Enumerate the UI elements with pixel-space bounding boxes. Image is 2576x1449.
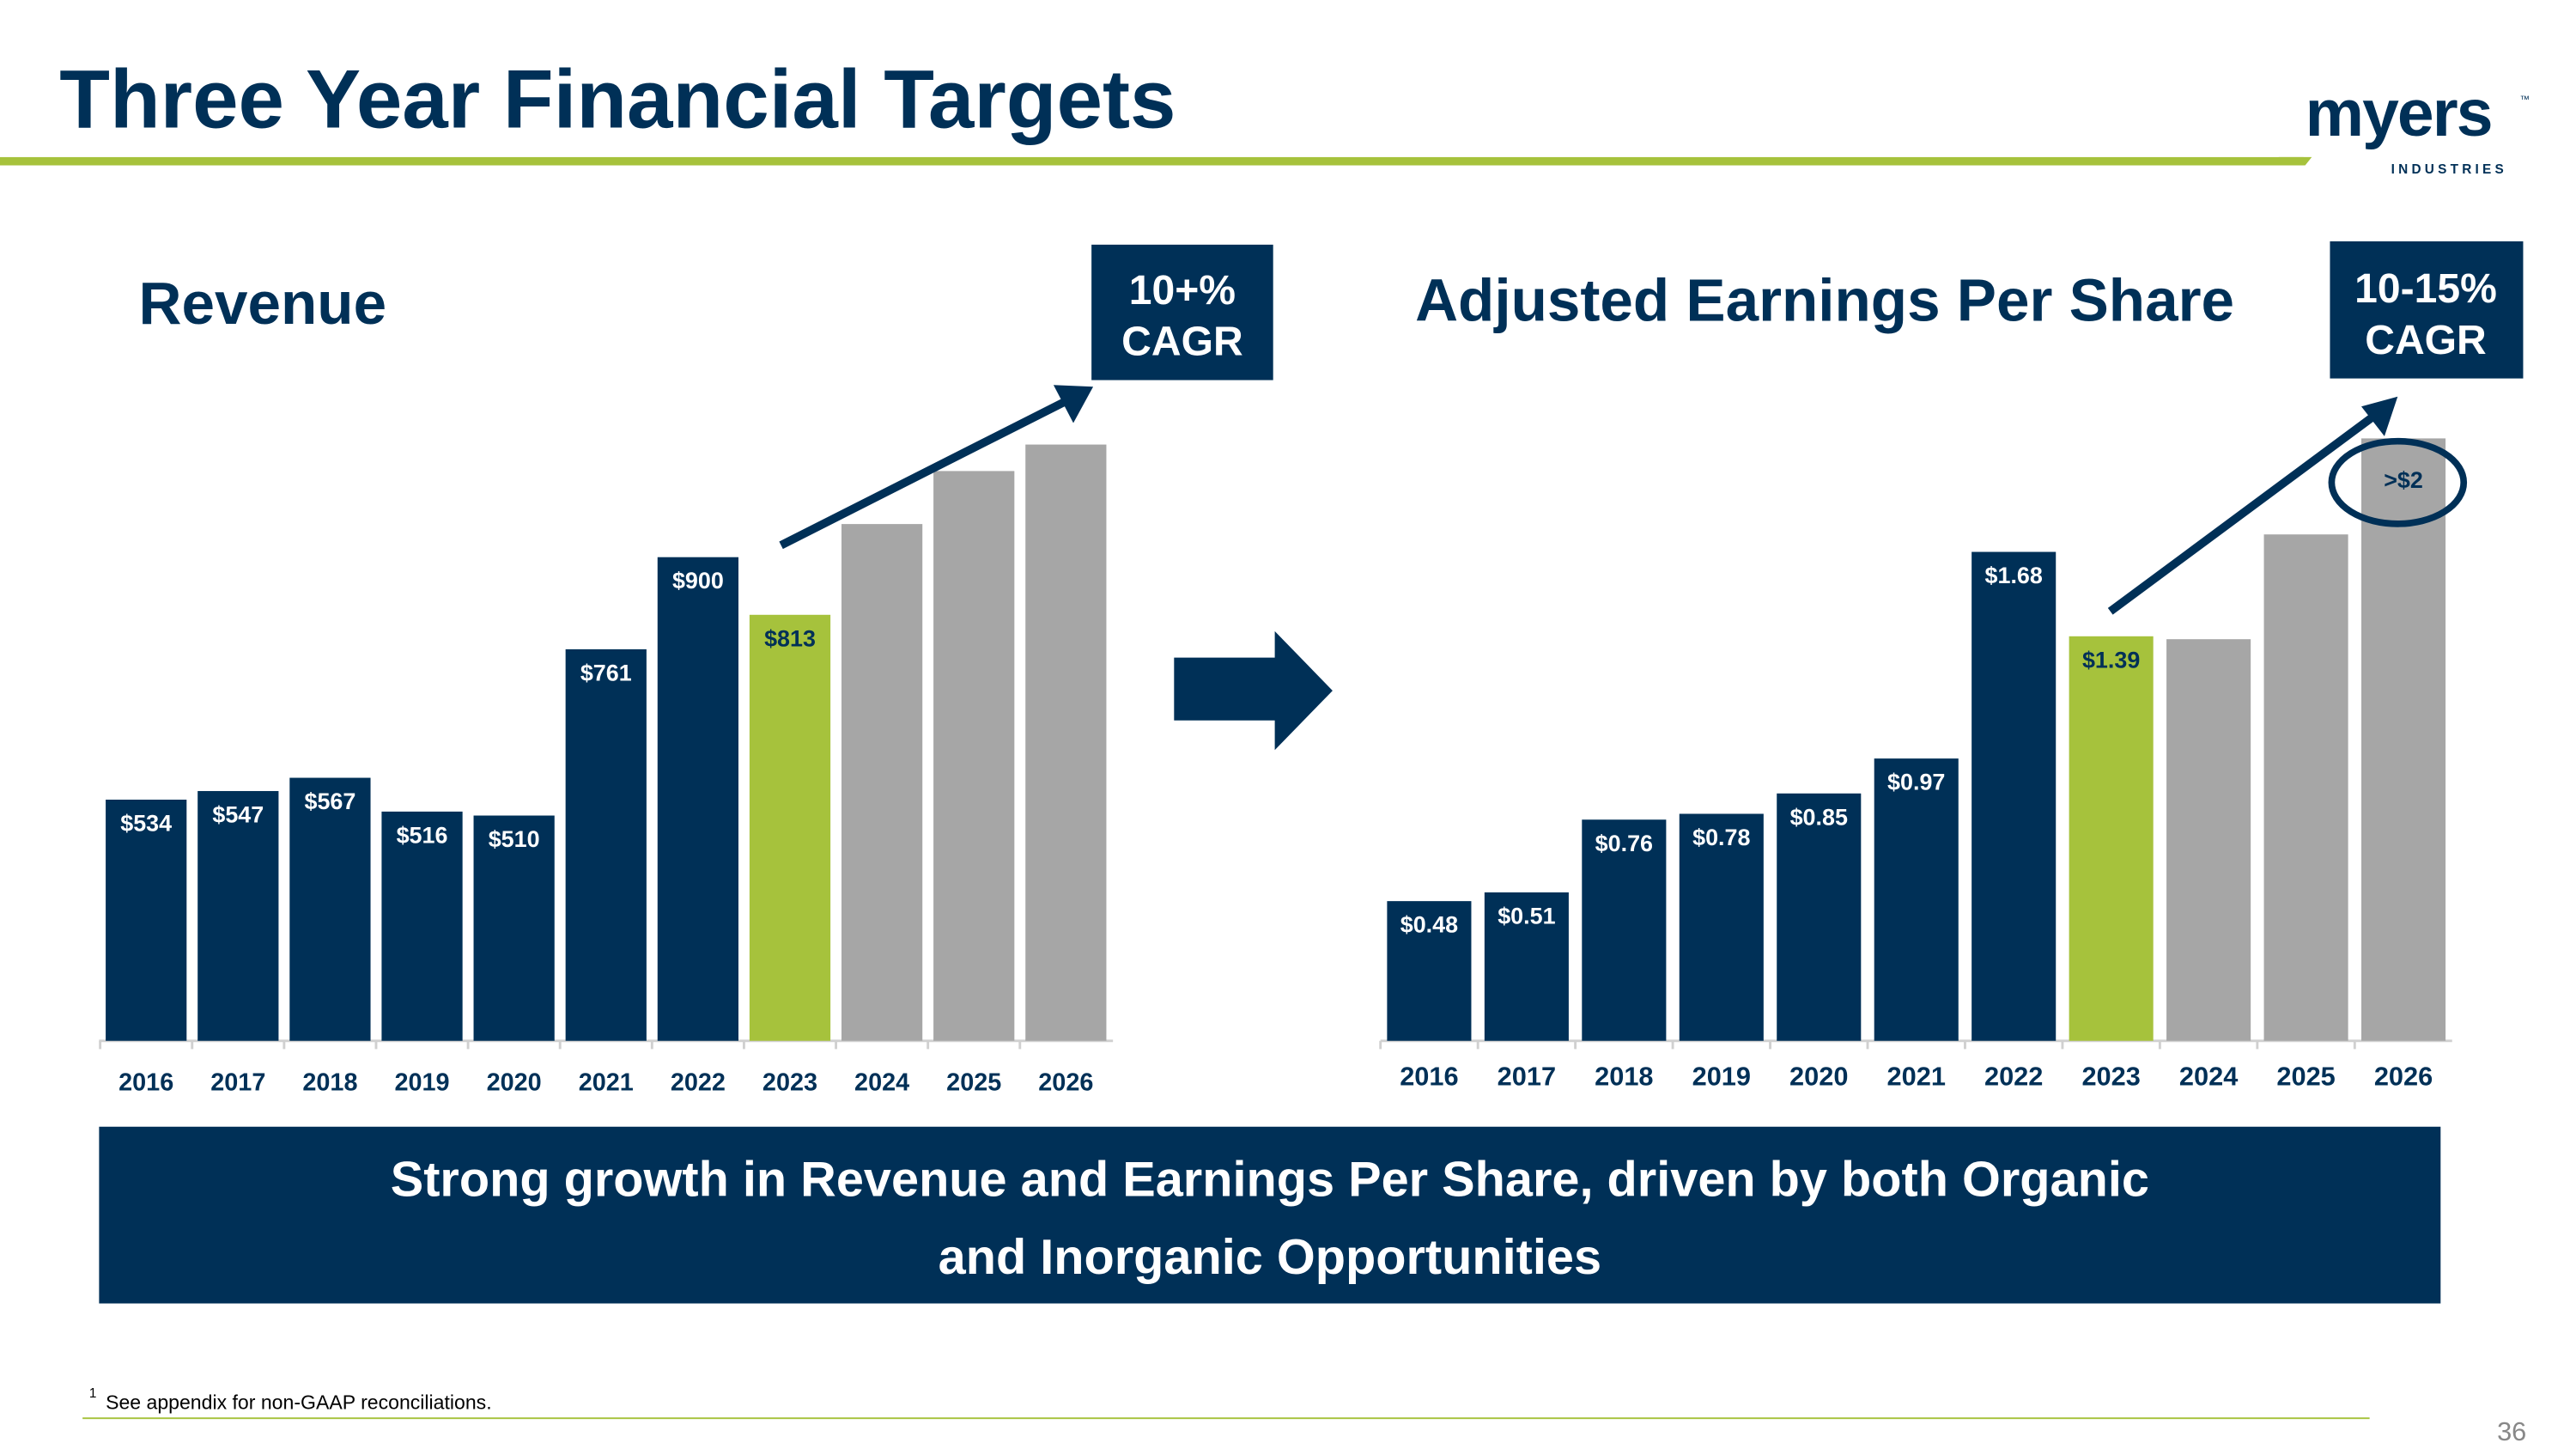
revenue-cagr-label: CAGR [1121,319,1243,365]
bar-2019 [381,811,463,1041]
eps-cagr-label: CAGR [2365,317,2487,363]
revenue-trend-arrow [779,385,1094,550]
bar-2022 [657,557,738,1041]
x-tick-label: 2024 [854,1068,909,1096]
eps-chart: $0.48 2016 $0.51 2017 $0.76 2018 $0.78 2019 $0.8… [1379,438,2452,1092]
x-tick-label: 2021 [1887,1062,1946,1092]
data-label: $900 [672,568,724,594]
bar-2026 [1025,444,1107,1041]
eps-cagr-value: 10-15% [2354,265,2497,312]
footnote: See appendix for non-GAAP reconciliation… [106,1391,492,1414]
bar-2019 [1679,813,1764,1041]
x-tick-label: 2017 [1498,1062,1556,1092]
data-label: $0.51 [1498,904,1555,929]
data-label: $761 [580,660,632,685]
logo-sub: INDUSTRIES [2391,162,2507,177]
bar-2018 [289,777,371,1041]
x-tick-label: 2022 [671,1068,726,1096]
bar-2016 [1387,901,1472,1041]
x-tick-label: 2026 [2374,1062,2433,1092]
data-label: $0.85 [1790,804,1848,830]
revenue-chart: $534 2016 $547 2017 $567 2018 $516 2019 $510 2020… [99,444,1114,1096]
bar-2022 [1971,551,2057,1041]
bar-2020 [473,815,555,1041]
banner-line-2: and Inorganic Opportunities [939,1230,1601,1285]
data-label: $547 [212,802,264,828]
x-tick-label: 2023 [762,1068,817,1096]
eps-target-circle [2328,437,2468,527]
data-label: $516 [397,822,448,848]
right-arrow-icon [1174,630,1333,751]
page-number: 36 [2497,1416,2526,1446]
x-tick-label: 2017 [210,1068,265,1096]
bar-2018 [1582,819,1667,1041]
x-tick-label: 2016 [1400,1062,1458,1092]
data-label: >$2 [2384,467,2423,493]
header-rule [0,156,2304,166]
banner-line-1: Strong growth in Revenue and Earnings Pe… [391,1153,2149,1208]
data-label: $0.48 [1400,912,1458,938]
x-tick-label: 2019 [394,1068,449,1096]
eps-title: Adjusted Earnings Per Share [1415,266,2234,333]
x-tick-label: 2020 [1789,1062,1848,1092]
x-tick-label: 2026 [1038,1068,1093,1096]
bar-2021 [565,648,647,1041]
bar-2024 [841,524,923,1041]
footer-rule [82,1417,2370,1420]
bar-2023 [2069,636,2154,1041]
x-tick-label: 2021 [579,1068,634,1096]
summary-banner: Strong growth in Revenue and Earnings Pe… [99,1126,2441,1304]
revenue-title: Revenue [139,270,387,337]
x-tick-label: 2023 [2081,1062,2140,1092]
data-label: $567 [304,788,355,814]
data-label: $534 [120,811,172,837]
x-tick-label: 2024 [2179,1062,2238,1092]
bar-2026 [2361,438,2446,1041]
x-tick-label: 2020 [487,1068,542,1096]
x-tick-label: 2022 [1984,1062,2043,1092]
revenue-cagr-badge: 10+% CAGR [1091,244,1273,381]
bar-2023 [749,614,831,1041]
bar-2024 [2166,639,2251,1041]
footnote-mark: 1 [89,1386,97,1401]
data-label: $0.97 [1887,770,1945,795]
revenue-cagr-value: 10+% [1129,267,1236,314]
bar-2016 [106,800,187,1041]
bar-2017 [197,790,279,1041]
data-label: $813 [764,625,816,651]
data-label: $510 [489,826,540,852]
logo-word: myers [2306,76,2492,150]
x-tick-label: 2018 [302,1068,357,1096]
data-label: $0.78 [1692,825,1750,850]
data-label: $0.76 [1595,831,1653,856]
x-tick-label: 2025 [2276,1062,2335,1092]
myers-logo: myers ™ INDUSTRIES [2278,76,2530,177]
bar-2020 [1777,793,1862,1041]
data-label: $1.68 [1985,563,2043,588]
x-tick-label: 2025 [946,1068,1001,1096]
bar-2025 [2263,534,2348,1041]
page-title: Three Year Financial Targets [59,53,1176,145]
eps-trend-arrow [2107,396,2398,615]
x-tick-label: 2019 [1692,1062,1751,1092]
eps-cagr-badge: 10-15% CAGR [2330,241,2524,379]
logo-tm: ™ [2520,94,2530,105]
x-tick-label: 2016 [118,1068,173,1096]
bar-2021 [1874,758,1959,1041]
x-tick-label: 2018 [1595,1062,1653,1092]
data-label: $1.39 [2082,647,2140,673]
bar-2017 [1484,892,1569,1041]
bar-2025 [933,471,1015,1041]
